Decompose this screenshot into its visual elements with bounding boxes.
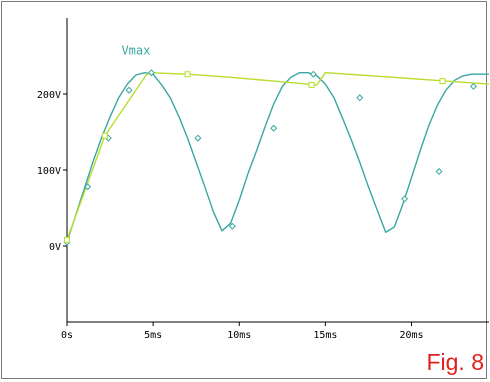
marker-rectified [228, 222, 236, 230]
x-tick-label: 0s [61, 330, 73, 341]
marker-rectified [401, 195, 409, 203]
x-tick-label: 5ms [144, 330, 162, 341]
tick-labels: 0V 100V 200V 0s 5ms 10ms 15ms 20ms [37, 90, 424, 341]
y-tick-label: 100V [37, 166, 61, 177]
marker-rectified [84, 183, 92, 191]
marker-rectified [356, 94, 364, 102]
x-tick-label: 20ms [399, 330, 423, 341]
marker-rectified [125, 86, 133, 94]
marker-rectified [469, 82, 478, 90]
y-tick-label: 0V [49, 242, 61, 253]
marker-vmax [184, 71, 191, 78]
marker-vmax [308, 81, 315, 88]
marker-rectified [435, 168, 443, 176]
series-labels: Vmax [121, 43, 150, 57]
series-label-vmax: Vmax [121, 43, 150, 57]
x-tick-label: 15ms [313, 330, 337, 341]
marker-vmax [439, 78, 446, 85]
axes [63, 18, 489, 326]
marker-rectified [147, 69, 155, 77]
marker-rectified [309, 70, 317, 78]
marker-rectified [194, 134, 202, 142]
y-tick-label: 200V [37, 90, 61, 101]
marker-vmax [64, 236, 70, 243]
series-line-vmax [66, 71, 490, 241]
series-lines [66, 71, 490, 243]
marker-vmax [101, 132, 108, 139]
series-line-rectified [66, 71, 489, 243]
marker-rectified [270, 124, 278, 132]
series-markers [63, 69, 478, 246]
x-tick-label: 10ms [227, 330, 251, 341]
figure-caption: Fig. 8 [426, 349, 484, 375]
